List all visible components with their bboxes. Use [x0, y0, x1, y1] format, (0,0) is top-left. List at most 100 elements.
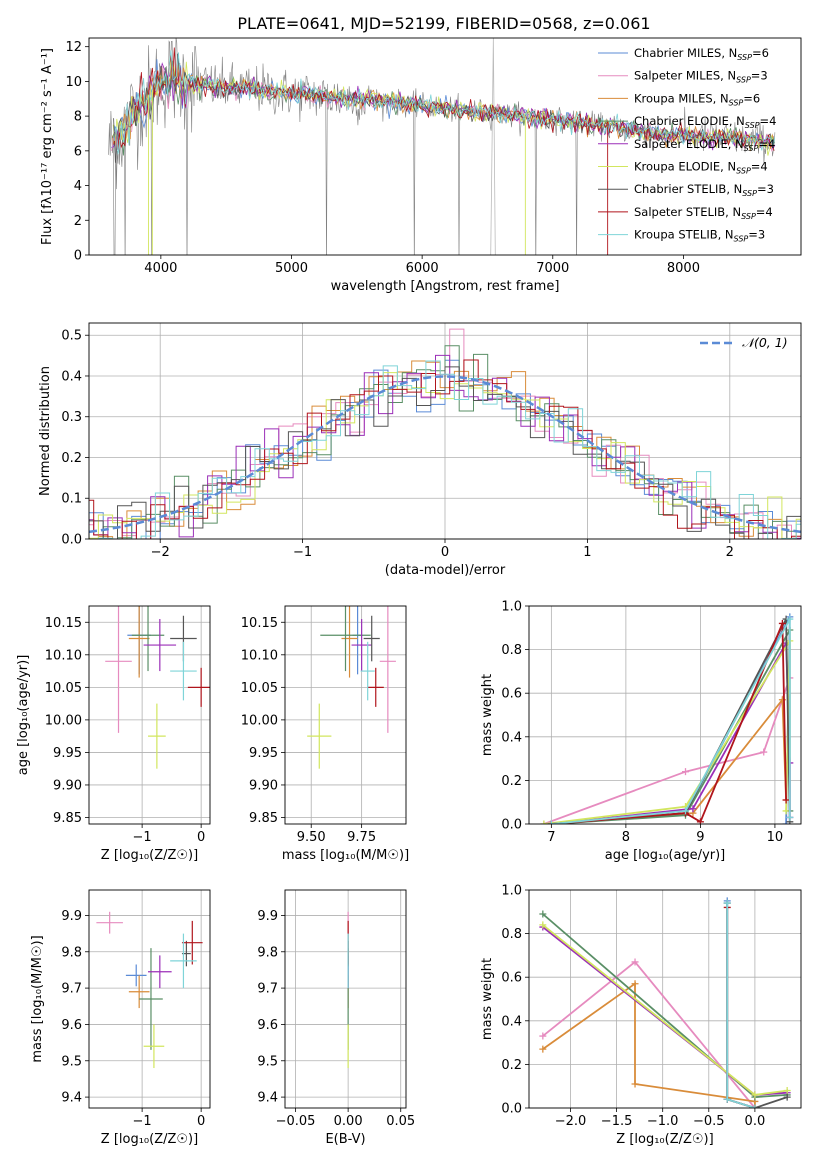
x-tick-label: −1.0 [647, 1114, 679, 1129]
x-tick-label: 9 [696, 830, 704, 845]
weight-marker [681, 807, 689, 815]
y-axis-label: mass [log₁₀(M/M☉)] [30, 935, 45, 1062]
weight-marker [782, 796, 790, 804]
y-tick-label: 0.0 [501, 1102, 522, 1117]
x-tick-label: 0 [197, 830, 205, 845]
y-tick-label: 10.10 [45, 648, 82, 663]
x-tick-label: −1 [293, 545, 312, 560]
weight-line-c4 [551, 639, 791, 824]
legend-entry-label: Kroupa MILES, N [634, 91, 729, 105]
emission-spike [490, 38, 496, 255]
y-tick-label: 0.4 [61, 369, 82, 384]
panel-spectrum: 4000 5000 6000 7000 8000 0 2 4 6 8 10 12 wavelength … [40, 37, 802, 294]
weight-line-c2 [542, 981, 756, 1108]
plot-area [539, 897, 791, 1108]
weight-line-c7 [551, 623, 787, 824]
y-tick-label: 0.0 [501, 818, 522, 833]
x-tick-label: 1 [583, 545, 591, 560]
legend-entry-count: =3 [757, 182, 774, 196]
legend-entry-count: =4 [756, 205, 773, 219]
x-tick-label: 0.0 [745, 1114, 766, 1129]
y-tick-label: 0.2 [501, 774, 522, 789]
weight-marker [539, 921, 547, 929]
weight-line-c4 [542, 926, 788, 1096]
y-tick-label: 9.85 [249, 811, 278, 826]
y-tick-label: 1.0 [501, 600, 522, 615]
y-tick-label: 0 [74, 249, 82, 264]
legend-entry-label: Chabrier ELODIE, N [634, 114, 745, 128]
y-tick-label: 9.9 [61, 909, 82, 924]
y-tick-label: 0.3 [61, 410, 82, 425]
y-tick-label: 8 [74, 110, 82, 125]
model-spectrum-line-c8 [113, 50, 775, 155]
y-tick-label: 9.7 [257, 982, 278, 997]
legend-entry-subscript: SSP [741, 212, 756, 221]
weight-marker [751, 1104, 759, 1108]
weight-marker [723, 1095, 731, 1103]
weight-marker [786, 813, 794, 821]
plot-area [89, 328, 801, 539]
legend-entry-count: =4 [758, 137, 775, 151]
x-tick-label: 9.50 [297, 830, 326, 845]
y-tick-label: 0.2 [501, 1058, 522, 1073]
x-tick-label: −0.5 [693, 1114, 725, 1129]
panel-age-vs-z: −1 0 9.85 9.90 9.95 10.00 10.05 10.10 10.15 Z [lo… [16, 605, 211, 863]
weight-line-c5 [543, 637, 791, 824]
y-tick-label: 6 [74, 144, 82, 159]
x-tick-label: −1.5 [601, 1114, 633, 1129]
x-tick-label: 8000 [667, 261, 700, 276]
y-tick-label: 9.9 [257, 909, 278, 924]
y-tick-label: 4 [74, 179, 82, 194]
y-tick-label: 9.5 [257, 1054, 278, 1069]
weight-marker [539, 1032, 547, 1040]
y-tick-label: 10.05 [241, 681, 278, 696]
y-tick-label: 0.6 [501, 687, 522, 702]
histogram-line-c6 [89, 366, 801, 539]
x-axis-label: mass [log₁₀(M/M☉)] [282, 848, 409, 863]
normal-curve [89, 375, 801, 534]
legend-entry: Kroupa MILES, NSSP=6 [634, 91, 760, 107]
weight-marker [751, 1091, 759, 1099]
y-tick-label: 0.4 [501, 730, 522, 745]
x-tick-label: −2 [151, 545, 170, 560]
x-tick-label: 0 [197, 1114, 205, 1129]
weight-marker [760, 748, 768, 756]
weight-marker [782, 820, 790, 824]
plot-layer: 4000 5000 6000 7000 8000024681012wavelength … [16, 37, 802, 1147]
legend-entry-label: Kroupa ELODIE, N [634, 160, 736, 174]
x-axis-label: Z [log₁₀(Z/Z☉)] [616, 1132, 713, 1147]
y-tick-label: 10.00 [241, 713, 278, 728]
x-tick-label: 0 [441, 545, 449, 560]
histogram-line-c8 [89, 360, 801, 539]
panel-age-vs-mass: 9.50 9.75 9.85 9.90 9.95 10.00 10.05 10.10 10.15… [241, 605, 409, 863]
y-tick-label: 0.0 [61, 533, 82, 548]
y-tick-label: 0.1 [61, 492, 82, 507]
x-tick-label: 5000 [275, 261, 308, 276]
weight-marker [540, 820, 548, 824]
weight-marker [723, 899, 731, 907]
y-tick-label: 0.4 [501, 1014, 522, 1029]
plot-area [108, 38, 776, 255]
x-axis-label: (data-model)/error [385, 563, 506, 578]
y-tick-label: 0.8 [501, 643, 522, 658]
y-tick-label: 0.5 [61, 329, 82, 344]
y-tick-label: 9.90 [53, 778, 82, 793]
weight-line-c3 [551, 626, 791, 824]
panel-mass-weight-vs-age: 7 8 9 10 0.0 0.2 0.4 0.6 0.8 1.0 age [log₁₀(age/yr… [480, 600, 802, 863]
weight-marker [696, 818, 704, 824]
legend-entry: Chabrier MILES, NSSP=6 [634, 46, 769, 62]
y-tick-label: 0.6 [501, 971, 522, 986]
y-tick-label: 10.15 [45, 616, 82, 631]
x-tick-label: −0.05 [276, 1114, 316, 1129]
weight-marker [539, 910, 547, 918]
weight-line-c2 [551, 697, 787, 824]
axes-frame [88, 889, 211, 1109]
y-tick-label: 10 [65, 75, 82, 90]
x-tick-label: −2.0 [555, 1114, 587, 1129]
weight-marker [783, 1093, 791, 1101]
legend-entry-subscript: SSP [736, 167, 751, 176]
legend-entry: Salpeter ELODIE, NSSP=4 [634, 137, 775, 153]
panel-mass-vs-ebv: −0.05 0.00 0.05 9.4 9.5 9.6 9.7 9.8 9.9 E(B-V) [257, 889, 415, 1147]
x-axis-label: age [log₁₀(age/yr)] [605, 848, 726, 863]
legend-entry: Salpeter STELIB, NSSP=4 [634, 205, 773, 221]
